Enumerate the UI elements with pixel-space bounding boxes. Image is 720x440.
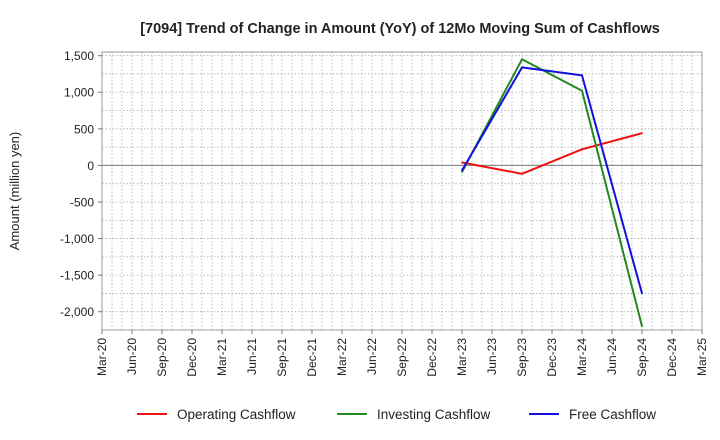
y-tick-label: -2,000 <box>60 305 94 319</box>
free-cashflow-point <box>581 74 583 77</box>
chart-title: [7094] Trend of Change in Amount (YoY) o… <box>140 21 660 37</box>
x-tick-label: Dec-22 <box>425 338 439 377</box>
y-tick-label: 0 <box>87 159 94 173</box>
operating-cashflow-point <box>461 161 463 164</box>
free-cashflow-point <box>641 292 643 295</box>
legend-label-free-cashflow: Free Cashflow <box>569 407 656 422</box>
x-tick-label: Sep-22 <box>395 338 409 377</box>
x-tick-label: Mar-24 <box>575 338 589 376</box>
legend-label-operating-cashflow: Operating Cashflow <box>177 407 296 422</box>
y-tick-labels: 1,500 1,000 500 0 -500 -1,000 -1,500 -2,000 <box>60 49 102 319</box>
grid-lines <box>102 52 702 331</box>
y-tick-label: 1,500 <box>64 49 94 63</box>
x-tick-label: Dec-20 <box>185 338 199 377</box>
x-tick-label: Mar-25 <box>695 338 709 376</box>
investing-cashflow-point <box>461 171 463 173</box>
plot-area <box>101 51 703 331</box>
x-tick-label: Mar-22 <box>335 338 349 376</box>
free-cashflow-point <box>461 169 463 172</box>
investing-cashflow-line <box>461 58 643 327</box>
legend-label-investing-cashflow: Investing Cashflow <box>377 407 491 422</box>
operating-cashflow-line <box>461 132 643 175</box>
x-tick-label: Sep-21 <box>275 338 289 377</box>
x-tick-label: Mar-23 <box>455 338 469 376</box>
x-tick-label: Sep-20 <box>155 338 169 377</box>
y-tick-label: 1,000 <box>64 86 94 100</box>
y-tick-label: -1,500 <box>60 269 94 283</box>
x-tick-label: Jun-24 <box>605 338 619 375</box>
operating-cashflow-point <box>641 132 643 135</box>
x-tick-label: Mar-20 <box>95 338 109 376</box>
y-axis-label: Amount (million yen) <box>7 132 22 251</box>
x-tick-label: Jun-23 <box>485 338 499 375</box>
investing-cashflow-point <box>521 58 523 61</box>
x-tick-label: Jun-21 <box>245 338 259 375</box>
x-tick-label: Dec-24 <box>665 338 679 377</box>
x-tick-label: Jun-22 <box>365 338 379 375</box>
x-tick-label: Jun-20 <box>125 338 139 375</box>
x-tick-label: Sep-24 <box>635 338 649 377</box>
y-tick-label: -500 <box>70 195 94 209</box>
x-tick-label: Dec-23 <box>545 338 559 377</box>
legend: Operating Cashflow Investing Cashflow Free… <box>137 407 656 422</box>
operating-cashflow-point <box>581 148 583 151</box>
operating-cashflow-point <box>521 172 523 175</box>
investing-cashflow-point <box>581 89 583 92</box>
x-tick-label: Mar-21 <box>215 338 229 376</box>
x-tick-label: Dec-21 <box>305 338 319 377</box>
series-lines <box>461 58 643 328</box>
investing-cashflow-point <box>641 325 643 328</box>
y-tick-label: -1,000 <box>60 232 94 246</box>
free-cashflow-line <box>461 66 643 294</box>
free-cashflow-point <box>521 66 523 69</box>
x-tick-labels: Mar-20 Jun-20 Sep-20 Dec-20 Mar-21 Jun-21 Sep-… <box>95 330 709 377</box>
x-tick-label: Sep-23 <box>515 338 529 377</box>
y-tick-label: 500 <box>74 122 94 136</box>
